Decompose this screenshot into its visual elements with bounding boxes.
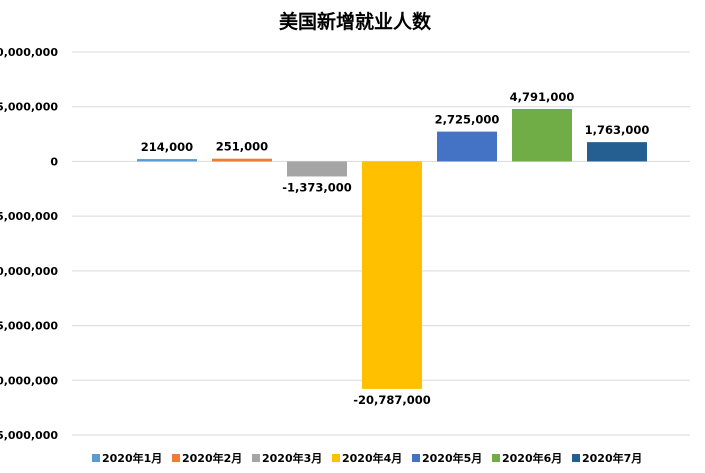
data-label: 214,000 [141,140,193,154]
legend-swatch [252,454,260,462]
legend-swatch [412,454,420,462]
legend-swatch [92,454,100,462]
legend-label: 2020年4月 [342,451,402,465]
data-label: 2,725,000 [435,113,500,127]
bars [137,109,647,389]
data-label: 251,000 [216,140,268,154]
legend-swatch [572,454,580,462]
data-label: 4,791,000 [510,90,575,104]
legend-label: 2020年2月 [182,451,242,465]
bar [512,109,572,162]
bar [587,142,647,162]
legend-swatch [332,454,340,462]
y-axis-tick-labels: 10,000,000 5,000,000 0 -5,000,000 -10,000,00… [0,46,58,442]
legend-label: 2020年3月 [262,451,322,465]
y-tick-label: 0 [50,155,58,168]
y-tick-label: -20,000,000 [0,374,58,387]
y-tick-label: -5,000,000 [0,210,58,223]
y-tick-label: 10,000,000 [0,46,58,59]
bar [362,161,422,389]
legend-swatch [172,454,180,462]
legend-label: 2020年6月 [502,451,562,465]
y-tick-label: -15,000,000 [0,320,58,333]
y-tick-label: 5,000,000 [0,101,58,114]
bar [437,131,497,162]
legend-swatch [492,454,500,462]
y-tick-label: -10,000,000 [0,265,58,278]
y-tick-label: -25,000,000 [0,429,58,442]
chart-title: 美国新增就业人数 [279,10,432,33]
data-label: -20,787,000 [353,393,431,407]
data-label: -1,373,000 [282,180,352,194]
data-label: 1,763,000 [585,123,650,137]
legend-label: 2020年7月 [582,451,642,465]
bar [287,161,347,177]
bar [137,159,197,162]
data-labels: 214,000 251,000 -1,373,000 -20,787,000 2,725… [141,90,650,407]
legend-label: 2020年5月 [422,451,482,465]
bar [212,158,272,162]
legend: 2020年1月 2020年2月 2020年3月 2020年4月 2020年5月 2020年… [92,451,642,465]
legend-label: 2020年1月 [102,451,162,465]
